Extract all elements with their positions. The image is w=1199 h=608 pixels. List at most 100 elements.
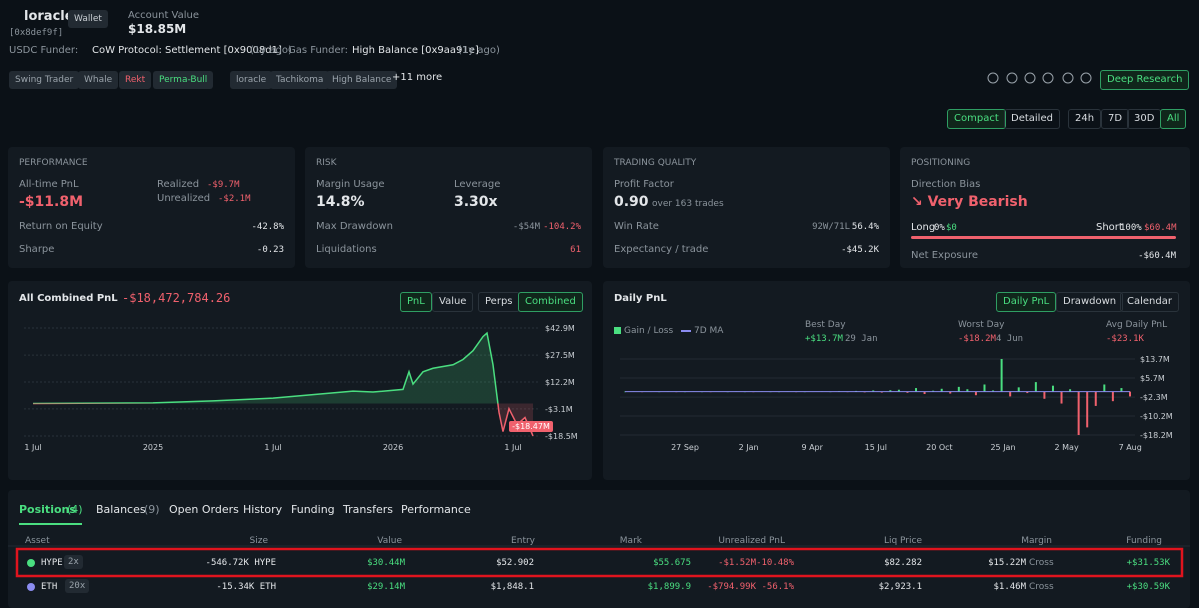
chart-toggle[interactable]: Daily PnL bbox=[996, 292, 1057, 312]
deep-research[interactable]: Deep Research bbox=[1100, 70, 1190, 90]
daily-bar bbox=[983, 384, 986, 392]
legend-swatch bbox=[614, 327, 621, 334]
daily-bar bbox=[1077, 391, 1080, 435]
daily-bar bbox=[1034, 382, 1037, 392]
value: -104.2% bbox=[543, 222, 581, 232]
tag[interactable]: Swing Trader bbox=[9, 71, 80, 89]
tab[interactable]: Transfers bbox=[343, 503, 393, 516]
value: $60.4M bbox=[1144, 223, 1177, 233]
badge: Wallet bbox=[68, 10, 108, 28]
range-toggle[interactable]: 7D bbox=[1101, 109, 1130, 129]
view-toggle[interactable]: Detailed bbox=[1004, 109, 1060, 129]
label: Gas Funder: bbox=[288, 45, 348, 56]
label: Short bbox=[1096, 222, 1123, 233]
cell: $1.46M bbox=[993, 582, 1026, 592]
value: -0.23 bbox=[256, 245, 284, 255]
chart-toggle[interactable]: PnL bbox=[400, 292, 432, 312]
panel bbox=[603, 281, 1190, 480]
label: Margin Usage bbox=[316, 179, 385, 190]
value: -42.8% bbox=[251, 222, 284, 232]
icon bbox=[1080, 72, 1092, 84]
last-value-tag bbox=[509, 420, 553, 432]
chart-toggle[interactable]: Value bbox=[432, 292, 474, 312]
daily-bar bbox=[1129, 391, 1131, 397]
daily-bar bbox=[1026, 391, 1029, 394]
icon bbox=[1006, 72, 1018, 84]
cell: -56.1% bbox=[761, 582, 794, 592]
tag[interactable]: High Balance bbox=[326, 71, 398, 89]
value: -$23.1K bbox=[1106, 334, 1144, 344]
date: 4 Jun bbox=[996, 334, 1024, 344]
leverage: 2x bbox=[64, 555, 83, 569]
chart-toggle[interactable]: Calendar bbox=[1120, 292, 1179, 312]
y-tick-label: -$2.3M bbox=[1140, 393, 1168, 402]
chart-toggle[interactable]: Perps bbox=[478, 292, 520, 312]
panel bbox=[603, 147, 890, 268]
daily-bar bbox=[897, 389, 900, 392]
column-header: Asset bbox=[25, 536, 50, 546]
cell: Cross bbox=[1029, 558, 1054, 568]
cell: $1,848.1 bbox=[490, 582, 534, 592]
range-toggle[interactable]: 24h bbox=[1068, 109, 1102, 129]
value: 3.30x bbox=[454, 194, 498, 210]
tag[interactable]: Perma-Bull bbox=[153, 71, 214, 89]
tag[interactable]: loracle bbox=[230, 71, 273, 89]
column-header: Size bbox=[249, 536, 268, 546]
cell: +$30.59K bbox=[1126, 582, 1170, 592]
value: -$45.2K bbox=[841, 245, 879, 255]
daily-bar bbox=[1017, 387, 1020, 392]
daily-bar bbox=[974, 391, 977, 396]
column-header: Entry bbox=[511, 536, 535, 546]
x-tick-label: 20 Oct bbox=[926, 443, 953, 452]
tab[interactable]: Funding bbox=[291, 503, 335, 516]
column-header: Value bbox=[377, 536, 402, 546]
label: Sharpe bbox=[19, 244, 55, 255]
more-tags[interactable]: +11 more bbox=[392, 72, 443, 83]
y-tick-label: -$3.1M bbox=[545, 405, 573, 414]
tag[interactable]: Tachikoma bbox=[270, 71, 330, 89]
icon bbox=[1024, 72, 1036, 84]
date: 29 Jan bbox=[845, 334, 878, 344]
daily-bar bbox=[1069, 389, 1072, 392]
daily-bar bbox=[1060, 391, 1063, 404]
tab[interactable]: Balances bbox=[96, 503, 146, 516]
label: Best Day bbox=[805, 320, 846, 330]
link[interactable]: High Balance [0x9aa91e] bbox=[352, 45, 479, 56]
cell: -15.34K ETH bbox=[216, 582, 276, 592]
leverage: 20x bbox=[65, 579, 90, 593]
tag[interactable]: Whale bbox=[78, 71, 119, 89]
daily-bar bbox=[1086, 391, 1089, 428]
range-toggle[interactable]: All bbox=[1160, 109, 1187, 129]
label: USDC Funder: bbox=[9, 45, 79, 56]
value: 0.90 bbox=[614, 194, 649, 210]
x-tick-label: 7 Aug bbox=[1119, 443, 1142, 452]
daily-bar bbox=[1043, 391, 1046, 399]
pnl-area bbox=[33, 333, 533, 436]
x-tick-label: 9 Apr bbox=[801, 443, 823, 452]
cell: $1,899.9 bbox=[647, 582, 691, 592]
tab[interactable]: Performance bbox=[401, 503, 471, 516]
tag[interactable]: Rekt bbox=[119, 71, 152, 89]
label: Avg Daily PnL bbox=[1106, 320, 1168, 330]
chart-toggle[interactable]: Drawdown bbox=[1056, 292, 1124, 312]
x-tick-label: 2025 bbox=[143, 443, 163, 452]
daily-bar bbox=[889, 390, 892, 392]
value: -$9.7M bbox=[207, 180, 240, 190]
y-tick-label: -$18.5M bbox=[545, 432, 578, 441]
tab[interactable]: History bbox=[243, 503, 283, 516]
tab[interactable]: Positions bbox=[19, 503, 76, 516]
link[interactable]: CoW Protocol: Settlement [0x9008d1] bbox=[92, 45, 282, 56]
icon bbox=[1062, 72, 1074, 84]
view-toggle[interactable]: Compact bbox=[947, 109, 1006, 129]
y-tick-label: $42.9M bbox=[545, 324, 575, 333]
range-toggle[interactable]: 30D bbox=[1127, 109, 1162, 129]
cell: -10.48% bbox=[756, 558, 794, 568]
asset-icon bbox=[27, 559, 35, 567]
chart-toggle[interactable]: Combined bbox=[518, 292, 583, 312]
daily-bar bbox=[1009, 391, 1012, 397]
tab[interactable]: Open Orders bbox=[169, 503, 239, 516]
legend-label: Gain / Loss bbox=[624, 326, 674, 336]
value: 56.4% bbox=[851, 222, 879, 232]
daily-bar bbox=[966, 389, 969, 392]
value: -$60.4M bbox=[1138, 251, 1176, 261]
